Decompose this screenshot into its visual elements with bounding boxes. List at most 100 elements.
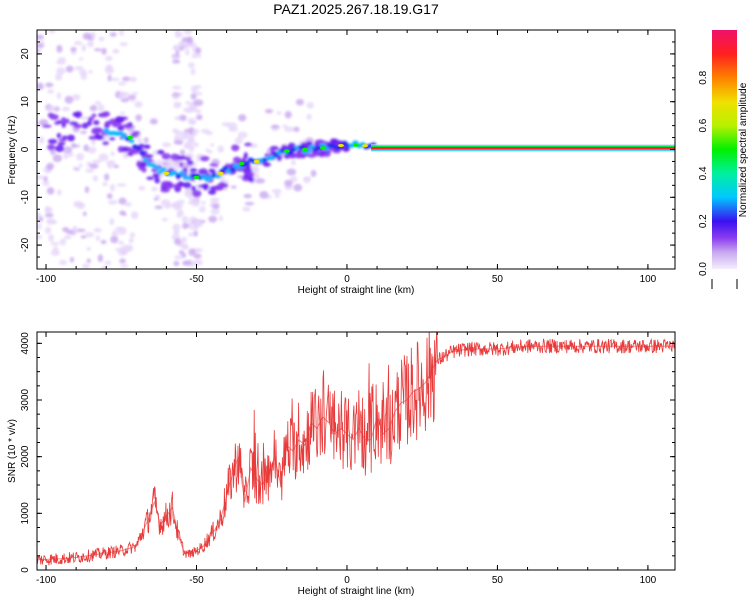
heatmap-signal-blob bbox=[161, 153, 171, 160]
heatmap-noise-blob bbox=[124, 202, 132, 207]
colorbar-tick-label: 0.4 bbox=[698, 166, 709, 180]
heatmap-noise-blob bbox=[118, 197, 127, 205]
heatmap-noise-blob bbox=[79, 69, 87, 76]
colorbar-tick-label: 0.8 bbox=[698, 70, 709, 84]
heatmap-noise-blob bbox=[190, 68, 196, 75]
heatmap-noise-blob bbox=[143, 137, 149, 144]
heatmap-signal-blob bbox=[186, 160, 194, 165]
heatmap-noise-blob bbox=[174, 30, 181, 38]
heatmap-peak bbox=[163, 171, 170, 175]
heatmap-noise-blob bbox=[110, 151, 115, 156]
heatmap-signal-blob bbox=[67, 134, 75, 142]
heatmap-noise-blob bbox=[63, 152, 69, 159]
heatmap-noise-blob bbox=[192, 200, 199, 206]
heatmap-noise-blob bbox=[210, 143, 215, 147]
heatmap-noise-blob bbox=[189, 135, 195, 142]
heatmap-signal-blob bbox=[183, 181, 192, 189]
heatmap-noise-blob bbox=[37, 175, 45, 180]
snr-y-tick-label: 2000 bbox=[20, 445, 31, 468]
heatmap-noise-blob bbox=[293, 183, 303, 192]
heatmap-noise-blob bbox=[187, 62, 195, 69]
heatmap-signal-blob bbox=[146, 154, 154, 158]
heatmap-noise-blob bbox=[179, 47, 184, 51]
snr-y-tick-label: 4000 bbox=[20, 332, 31, 355]
heatmap-noise-blob bbox=[286, 168, 297, 176]
heatmap-noise-blob bbox=[238, 114, 247, 122]
heatmap-noise-blob bbox=[101, 47, 107, 55]
heatmap-noise-blob bbox=[44, 206, 53, 214]
heatmap-noise-blob bbox=[188, 248, 196, 256]
heatmap-signal-blob bbox=[152, 173, 160, 178]
heatmap-signal-blob bbox=[170, 153, 179, 161]
heatmap-noise-blob bbox=[193, 230, 198, 237]
heatmap-noise-blob bbox=[172, 55, 179, 60]
heatmap-peak bbox=[301, 147, 308, 152]
heatmap-noise-blob bbox=[284, 110, 292, 119]
heatmap-noise-blob bbox=[282, 124, 288, 128]
heatmap-noise-blob bbox=[289, 176, 298, 183]
heatmap-noise-blob bbox=[210, 197, 220, 202]
heatmap-noise-blob bbox=[70, 46, 77, 52]
heatmap-noise-blob bbox=[97, 104, 105, 112]
heatmap-ridge-blob bbox=[157, 169, 164, 175]
heatmap-noise-blob bbox=[119, 30, 124, 37]
heatmap-signal-blob bbox=[243, 152, 248, 159]
heatmap-ridge-blob bbox=[103, 128, 110, 133]
snr-x-tick-label: -100 bbox=[36, 575, 56, 586]
heatmap-signal-blob bbox=[47, 144, 56, 151]
heatmap-noise-blob bbox=[47, 219, 58, 225]
heatmap-noise-blob bbox=[181, 252, 187, 258]
heatmap-signal-blob bbox=[100, 112, 109, 118]
heatmap-noise-blob bbox=[118, 91, 127, 100]
heatmap-noise-blob bbox=[76, 153, 85, 161]
heatmap-noise-blob bbox=[291, 159, 296, 166]
heatmap-noise-blob bbox=[191, 53, 196, 59]
heatmap-noise-blob bbox=[237, 131, 248, 139]
heatmap-noise-blob bbox=[230, 185, 237, 189]
snr-x-tick-label: 50 bbox=[492, 575, 504, 586]
heatmap-signal-blob bbox=[161, 180, 170, 187]
colorbar-label: Normalized spectral amplitude bbox=[738, 82, 749, 217]
heatmap-noise-blob bbox=[193, 218, 203, 225]
heatmap-noise-blob bbox=[89, 104, 98, 112]
heatmap-noise-blob bbox=[136, 138, 143, 143]
heatmap-noise-blob bbox=[92, 175, 98, 182]
heatmap-noise-blob bbox=[69, 152, 74, 158]
heatmap-signal-blob bbox=[58, 138, 67, 142]
heatmap-peak bbox=[217, 171, 224, 175]
heatmap-noise-blob bbox=[166, 158, 175, 165]
heatmap-signal-blob bbox=[248, 176, 255, 183]
heatmap-noise-blob bbox=[78, 163, 83, 168]
heatmap-noise-blob bbox=[177, 135, 187, 141]
snr-y-tick-label: 0 bbox=[20, 567, 31, 573]
heatmap-signal-blob bbox=[117, 126, 123, 131]
snr-y-tick-label: 1000 bbox=[20, 502, 31, 525]
heatmap-signal-blob bbox=[102, 140, 110, 146]
heatmap-peak bbox=[127, 135, 134, 140]
heatmap-noise-blob bbox=[196, 154, 201, 163]
heatmap-x-tick-label: 50 bbox=[492, 274, 504, 285]
heatmap-noise-blob bbox=[118, 226, 127, 235]
heatmap-noise-blob bbox=[255, 178, 266, 184]
heatmap-peak bbox=[353, 143, 359, 147]
heatmap-noise-blob bbox=[48, 234, 55, 242]
heatmap-signal-blob bbox=[127, 122, 133, 126]
heatmap-noise-blob bbox=[182, 244, 189, 251]
heatmap-noise-blob bbox=[234, 137, 243, 145]
heatmap-noise-blob bbox=[106, 64, 113, 72]
heatmap-noise-blob bbox=[94, 101, 102, 105]
heatmap-signal-blob bbox=[54, 145, 65, 153]
heatmap-noise-blob bbox=[56, 92, 61, 100]
heatmap-noise-blob bbox=[87, 40, 95, 48]
heatmap-noise-blob bbox=[228, 127, 239, 132]
heatmap-noise-blob bbox=[173, 139, 184, 145]
heatmap-noise-blob bbox=[284, 179, 293, 187]
heatmap-noise-blob bbox=[195, 109, 202, 114]
heatmap-signal-blob bbox=[95, 133, 101, 140]
heatmap-noise-blob bbox=[98, 36, 105, 42]
heatmap-noise-blob bbox=[37, 234, 43, 240]
heatmap-signal-blob bbox=[108, 137, 116, 141]
heatmap-noise-blob bbox=[130, 211, 139, 220]
heatmap-noise-blob bbox=[107, 199, 118, 205]
